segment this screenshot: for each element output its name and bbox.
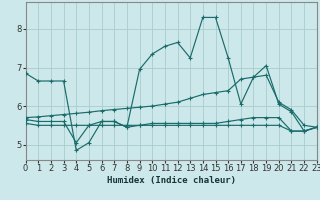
X-axis label: Humidex (Indice chaleur): Humidex (Indice chaleur): [107, 176, 236, 185]
